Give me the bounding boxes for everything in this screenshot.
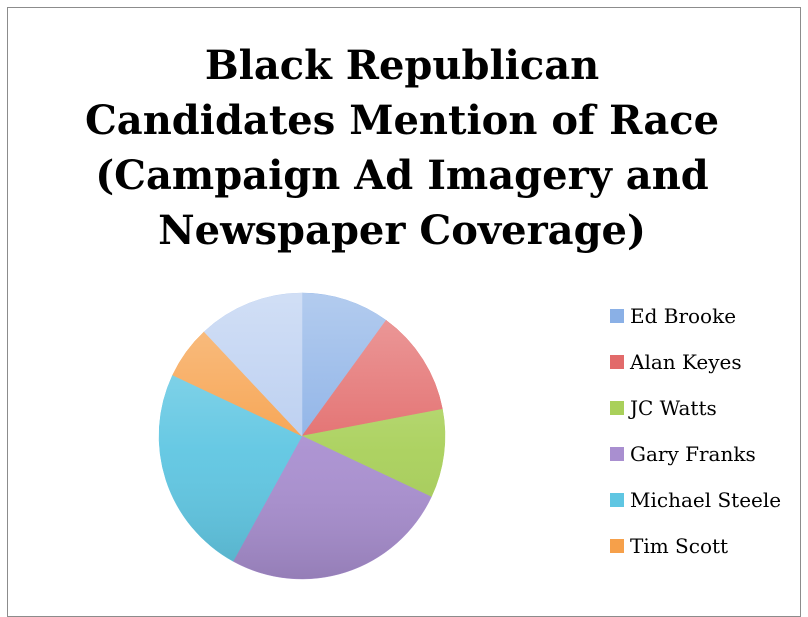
legend-label: Alan Keyes <box>630 350 742 374</box>
legend-swatch <box>610 539 624 553</box>
legend-swatch <box>610 493 624 507</box>
legend-label: JC Watts <box>630 396 717 420</box>
chart-title-line-1: Black Republican <box>204 42 600 89</box>
legend-item: Gary Franks <box>610 438 756 470</box>
legend-label: Michael Steele <box>630 488 782 512</box>
legend-item: JC Watts <box>610 392 717 424</box>
chart-title-line-2: Candidates Mention of Race <box>84 97 720 144</box>
legend-swatch <box>610 447 624 461</box>
chart-title-line-3: (Campaign Ad Imagery and <box>95 152 709 199</box>
legend-label: Gary Franks <box>630 442 756 466</box>
legend-item: Michael Steele <box>610 484 781 516</box>
legend-item: Alan Keyes <box>610 346 742 378</box>
legend-item: Ed Brooke <box>610 300 736 332</box>
legend-label: Tim Scott <box>630 534 729 558</box>
chart-title: Black Republican Candidates Mention of R… <box>72 38 732 258</box>
legend-swatch <box>610 401 624 415</box>
chart-title-line-4: Newspaper Coverage) <box>158 207 646 254</box>
legend-swatch <box>610 309 624 323</box>
legend-item: Tim Scott <box>610 530 728 562</box>
pie-slices <box>158 292 446 580</box>
legend-label: Ed Brooke <box>630 304 737 328</box>
legend-swatch <box>610 355 624 369</box>
